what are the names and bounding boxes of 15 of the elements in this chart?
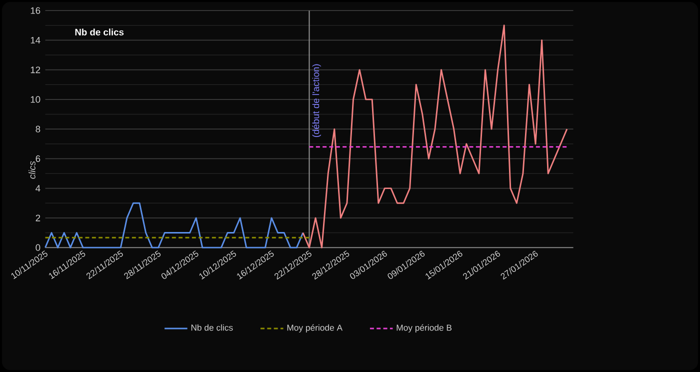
legend-label: Moy période B [396,324,452,332]
y-tick-label: 10 [30,96,40,103]
y-tick-label: 2 [36,214,40,222]
y-tick-label: 6 [36,155,40,162]
y-tick-label: 16 [30,7,40,14]
y-tick-label: 14 [30,36,40,44]
y-axis-title: clics [28,161,36,179]
text: Nb de clics [75,28,124,36]
y-tick-label: 0 [36,244,40,251]
y-tick-label: 12 [30,66,40,74]
legend-label: Moy période A [287,324,343,332]
legend-label: Nb de clics [191,324,233,331]
y-tick-label: 4 [36,185,40,192]
ref-line-label: (début de l'action) [312,64,321,137]
y-tick-label: 8 [36,126,40,132]
